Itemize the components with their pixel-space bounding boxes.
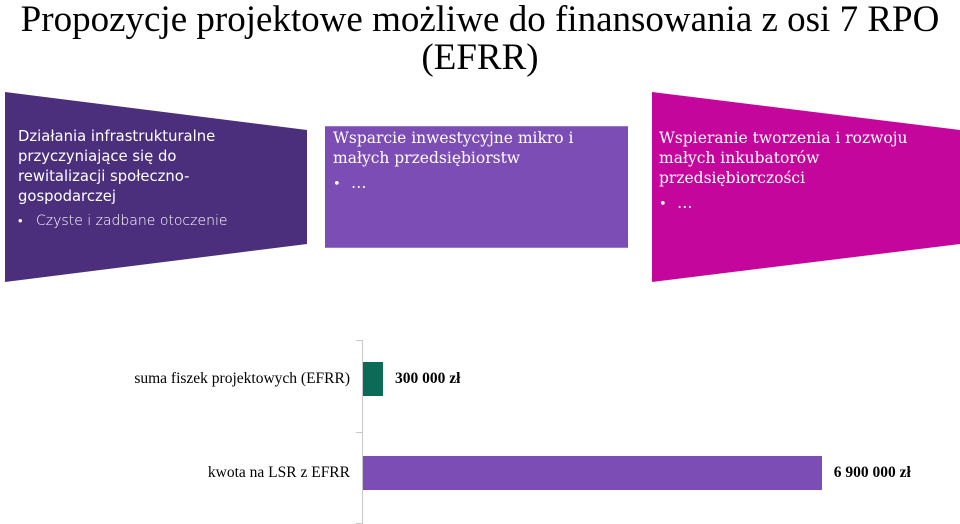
bullet-text: …	[677, 194, 693, 212]
box-heading-line: Wspieranie tworzenia i rozwoju	[659, 129, 908, 147]
bullet-item: • Czyste i zadbane otoczenie	[18, 213, 278, 229]
proposal-box-infrastructure: Działania infrastrukturalne przyczyniają…	[5, 92, 307, 282]
bullet-item: • …	[333, 174, 623, 192]
chart-bar	[363, 362, 383, 396]
page-title-line-2: (EFRR)	[421, 37, 539, 78]
proposal-box-incubators: Wspieranie tworzenia i rozwoju małych in…	[652, 92, 960, 282]
bullet-text: …	[351, 174, 367, 192]
bullet-text: Czyste i zadbane otoczenie	[36, 213, 228, 229]
category-label: kwota na LSR z EFRR	[207, 464, 350, 481]
axis-tick	[356, 432, 363, 433]
box-heading-line: małych przedsiębiorstw	[333, 149, 521, 167]
category-label: suma fiszek projektowych (EFRR)	[134, 370, 350, 387]
page-title-line-1: Propozycje projektowe możliwe do finanso…	[20, 0, 940, 40]
box-heading-line: Działania infrastrukturalne	[18, 128, 216, 145]
bullet-item: • …	[659, 194, 954, 212]
box-heading-line: Wsparcie inwestycyjne mikro i	[333, 129, 574, 147]
axis-tick	[356, 340, 363, 341]
box-heading-line: rewitalizacji społeczno-	[18, 168, 190, 185]
bullet-icon: •	[333, 177, 341, 192]
box-heading-line: gospodarczej	[18, 188, 116, 205]
chart-bar	[363, 456, 822, 490]
value-label: 6 900 000 zł	[833, 464, 911, 481]
bullet-icon: •	[18, 214, 23, 229]
box-heading-line: przyczyniające się do	[18, 148, 177, 165]
bullet-icon: •	[659, 197, 667, 212]
box-heading-line: przedsiębiorczości	[659, 169, 806, 187]
value-label: 300 000 zł	[394, 370, 461, 387]
box-heading-line: małych inkubatorów	[659, 149, 820, 167]
proposal-box-investment-support: Wsparcie inwestycyjne mikro i małych prz…	[325, 126, 628, 248]
